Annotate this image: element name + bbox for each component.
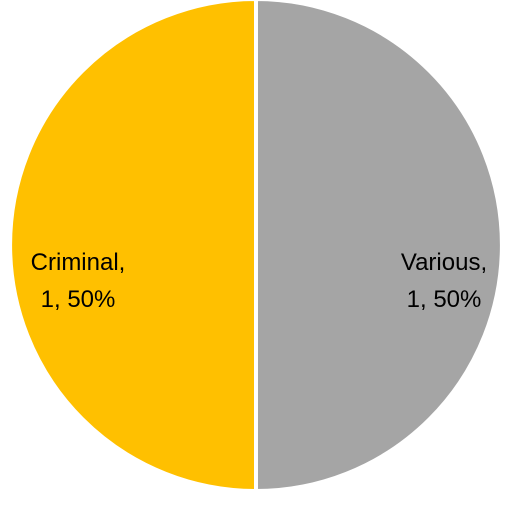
pie-slice-various <box>254 0 504 493</box>
data-label-various-name: Various, <box>401 249 487 276</box>
pie-data-labels: Criminal, 1, 50% Various, 1, 50% <box>31 249 487 313</box>
pie-slices <box>8 0 504 493</box>
pie-slice-criminal <box>8 0 258 493</box>
data-label-criminal-value: 1, 50% <box>41 286 116 313</box>
data-label-various-value: 1, 50% <box>407 286 482 313</box>
data-label-criminal-name: Criminal, <box>31 249 126 276</box>
